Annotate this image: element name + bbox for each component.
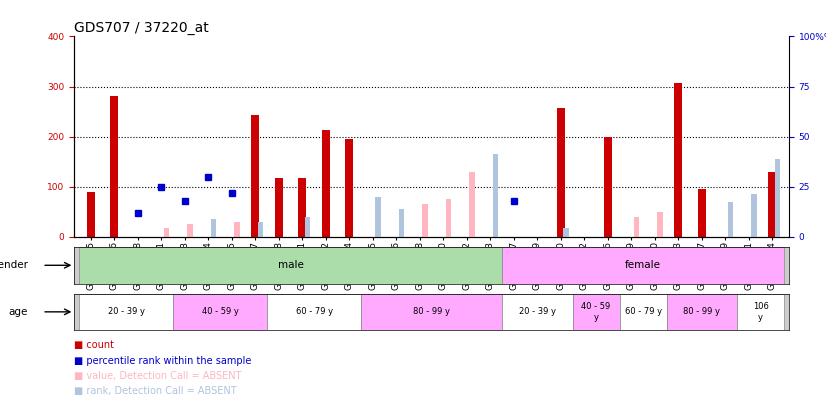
Bar [399,209,405,237]
Text: ■ rank, Detection Call = ABSENT: ■ rank, Detection Call = ABSENT [74,386,237,396]
Bar [768,172,776,237]
Text: 80 - 99 y: 80 - 99 y [683,307,720,316]
Bar [422,205,428,237]
Bar [492,174,498,237]
Text: GDS707 / 37220_at: GDS707 / 37220_at [74,21,209,35]
Bar [469,172,475,237]
Text: 80 - 99 y: 80 - 99 y [413,307,450,316]
Bar [502,294,572,330]
Text: ■ count: ■ count [74,340,114,350]
Bar [258,222,263,237]
Bar [361,294,502,330]
Bar [234,222,240,237]
Bar [634,217,639,237]
Bar [211,220,216,237]
Bar [492,154,498,237]
Text: male: male [278,260,303,270]
Bar [674,83,682,237]
Bar [775,159,781,237]
Text: ■ percentile rank within the sample: ■ percentile rank within the sample [74,356,252,366]
Bar [557,108,565,237]
Text: 40 - 59 y: 40 - 59 y [202,307,239,316]
Bar [305,217,311,237]
Bar [173,294,267,330]
Bar [728,202,733,237]
Bar [657,212,663,237]
Bar [563,228,569,237]
Bar [572,294,620,330]
Text: gender: gender [0,260,28,270]
Bar [620,294,667,330]
Bar [298,178,306,237]
Bar [502,247,784,284]
Bar [667,294,737,330]
Text: 60 - 79 y: 60 - 79 y [296,307,333,316]
Bar [321,130,330,237]
Text: 106
y: 106 y [752,302,768,322]
Text: female: female [625,260,661,270]
Bar [267,294,361,330]
Bar [728,214,733,237]
Text: age: age [8,307,28,317]
Text: ■ value, Detection Call = ABSENT: ■ value, Detection Call = ABSENT [74,371,242,381]
Bar [751,194,757,237]
Bar [604,137,612,237]
Text: 40 - 59
y: 40 - 59 y [582,302,610,322]
Bar [87,192,95,237]
Bar [187,224,193,237]
Bar [737,294,784,330]
Bar [275,178,283,237]
Bar [445,199,452,237]
Bar [375,197,381,237]
Bar [79,247,502,284]
Text: 20 - 39 y: 20 - 39 y [107,307,145,316]
Bar [345,139,354,237]
Bar [110,96,118,237]
Bar [164,228,169,237]
Bar [698,189,706,237]
Bar [375,207,381,237]
Bar [251,115,259,237]
Bar [79,294,173,330]
Text: 60 - 79 y: 60 - 79 y [624,307,662,316]
Bar [399,209,405,237]
Text: 20 - 39 y: 20 - 39 y [519,307,556,316]
